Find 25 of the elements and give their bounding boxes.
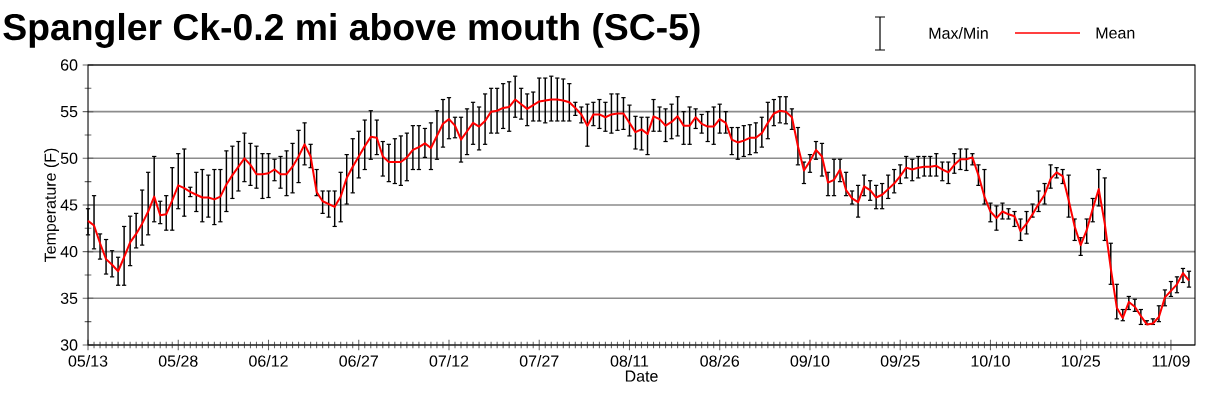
chart-title: Spangler Ck-0.2 mi above mouth (SC-5) (3, 12, 700, 48)
x-tick-label: 10/10 (971, 355, 1010, 367)
x-tick-label: 08/11 (610, 355, 649, 367)
x-tick-label: 05/28 (158, 355, 198, 367)
x-tick-label: 06/27 (339, 355, 378, 367)
legend-label: Mean (1096, 27, 1135, 39)
x-tick-label: 07/27 (519, 355, 559, 367)
x-axis-title: Date (625, 370, 658, 382)
y-tick-label: 30 (60, 339, 78, 351)
y-tick-label: 45 (60, 199, 78, 211)
x-tick-label: 11/09 (1152, 355, 1190, 367)
y-tick-label: 55 (60, 106, 78, 118)
y-tick-label: 60 (60, 59, 78, 71)
text: Max/Min (929, 27, 988, 39)
y-tick-label: 40 (60, 245, 78, 258)
x-tick-label: 06/12 (249, 355, 288, 367)
y-tick-label: 50 (60, 152, 78, 164)
x-tick-label: 07/12 (429, 355, 469, 367)
x-tick-label: 10/25 (1061, 355, 1101, 367)
y-tick-label: 35 (60, 292, 78, 304)
x-tick-label: 09/10 (790, 355, 830, 367)
x-tick-label: 08/26 (700, 355, 740, 367)
x-tick-label: 09/25 (880, 355, 920, 367)
x-tick-label: 05/13 (68, 355, 108, 367)
y-axis-title: Temperature (F) (44, 148, 60, 262)
